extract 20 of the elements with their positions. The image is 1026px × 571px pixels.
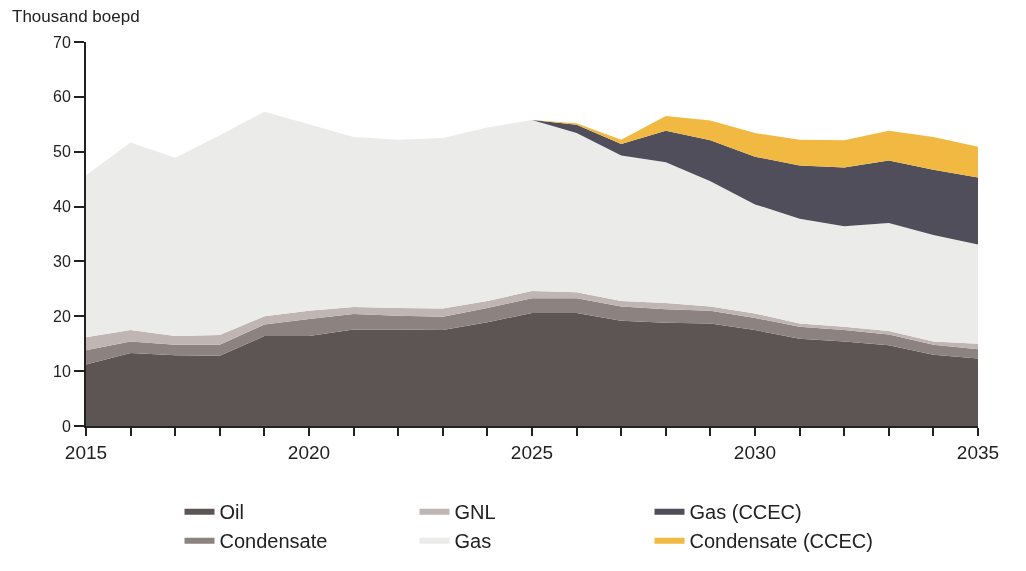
y-tick-label: 0 [61, 417, 71, 435]
legend-label: Gas [454, 529, 492, 552]
y-tick-label: 50 [53, 143, 71, 161]
y-tick-label: 70 [53, 33, 71, 51]
legend-label: Condensate [219, 529, 328, 552]
y-axis-title: Thousand boepd [12, 7, 140, 26]
legend-label: Condensate (CCEC) [689, 529, 873, 552]
x-tick-label: 2015 [64, 441, 108, 463]
legend-label: Oil [219, 500, 244, 523]
legend-label: GNL [454, 500, 496, 523]
legend-label: Gas (CCEC) [689, 500, 802, 523]
y-tick-label: 40 [53, 198, 71, 216]
y-tick-label: 10 [53, 362, 71, 380]
x-tick-label: 2030 [733, 441, 777, 463]
x-tick-label: 2025 [510, 441, 554, 463]
y-tick-label: 30 [53, 253, 71, 271]
y-tick-label: 20 [53, 307, 71, 325]
x-tick-label: 2020 [287, 441, 331, 463]
y-tick-label: 60 [53, 88, 71, 106]
x-tick-label: 2035 [956, 441, 1000, 463]
